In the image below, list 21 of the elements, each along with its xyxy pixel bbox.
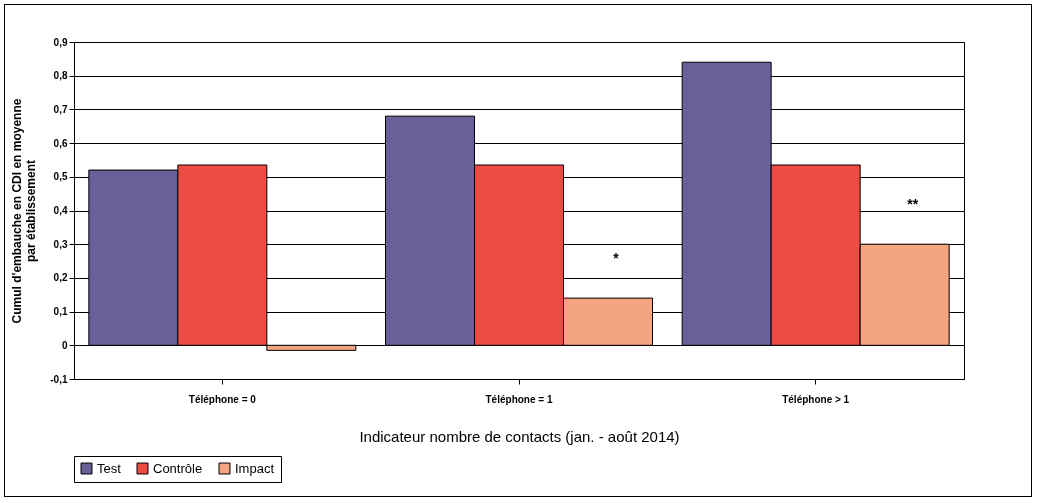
annotation: * — [613, 250, 620, 267]
y-tick-label: 0,3 — [53, 238, 68, 250]
x-axis-title: Indicateur nombre de contacts (jan. - août 2014) — [359, 427, 680, 445]
legend-label: Impact — [235, 460, 275, 476]
y-tick-label: 0,6 — [53, 137, 68, 149]
x-tick-label: Téléphone = 1 — [485, 393, 553, 405]
legend-label: Test — [97, 460, 122, 476]
x-tick-label: Téléphone > 1 — [782, 393, 850, 405]
y-tick-label: 0,2 — [53, 272, 68, 284]
x-tick-label: Téléphone = 0 — [188, 393, 257, 405]
y-tick-label: 0,5 — [53, 171, 68, 183]
y-tick-label: 0,7 — [53, 103, 68, 115]
y-tick-label: 0,9 — [53, 36, 68, 48]
y-tick-label: 0,8 — [53, 70, 68, 82]
y-tick-label: 0 — [61, 339, 68, 351]
y-tick-label: -0,1 — [50, 373, 68, 385]
legend-label: Contrôle — [153, 460, 203, 476]
y-axis-title: Cumul d'embauche en CDI en moyenne par établissement — [10, 98, 39, 324]
y-tick-label: 0,4 — [53, 205, 68, 216]
y-tick-label: 0,1 — [53, 306, 68, 318]
annotation: ** — [907, 196, 919, 213]
